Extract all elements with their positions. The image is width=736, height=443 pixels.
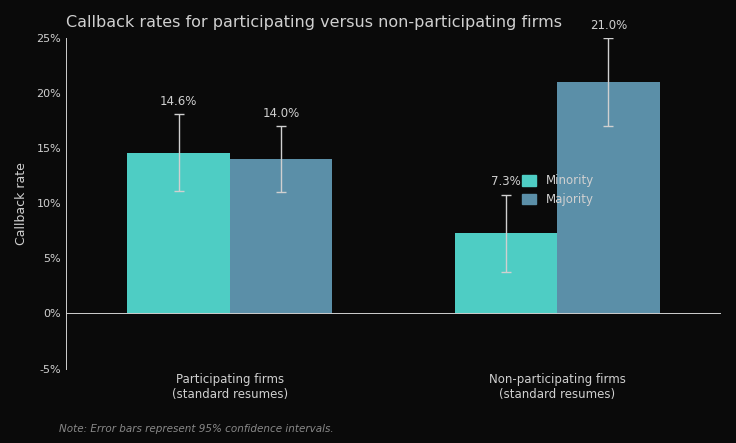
Text: 14.0%: 14.0% (262, 107, 300, 120)
Text: 14.6%: 14.6% (160, 94, 197, 108)
Text: 7.3%: 7.3% (491, 175, 521, 188)
Text: Callback rates for participating versus non-participating firms: Callback rates for participating versus … (66, 15, 562, 30)
Bar (230, 159, 332, 314)
Bar (127, 153, 230, 314)
Y-axis label: Callback rate: Callback rate (15, 162, 28, 245)
Legend: Minority, Majority: Minority, Majority (517, 170, 598, 211)
Bar (557, 82, 659, 314)
Text: 21.0%: 21.0% (590, 19, 627, 31)
Text: Note: Error bars represent 95% confidence intervals.: Note: Error bars represent 95% confidenc… (59, 424, 333, 434)
Bar (455, 233, 557, 314)
